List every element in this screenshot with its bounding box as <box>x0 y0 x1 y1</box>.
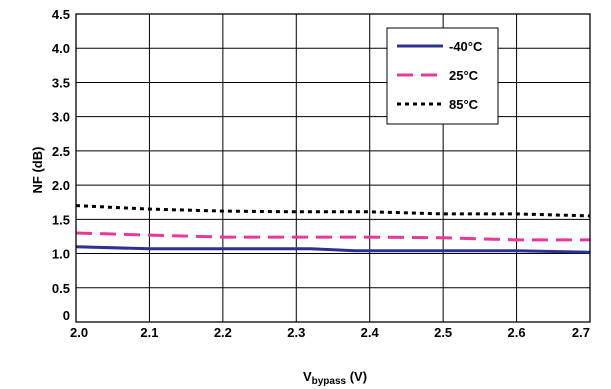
y-tick-label: 3.5 <box>52 75 70 90</box>
x-tick-label: 2.4 <box>361 325 380 340</box>
legend-label-0: -40°C <box>449 39 483 54</box>
x-tick-label: 2.6 <box>508 325 526 340</box>
y-tick-label: 2.0 <box>52 178 70 193</box>
series-line-1 <box>75 231 590 242</box>
x-tick-label: 2.2 <box>214 325 232 340</box>
y-tick-label: 4.0 <box>52 41 70 56</box>
y-tick-label: 0 <box>63 308 70 323</box>
series-line-2 <box>75 204 591 218</box>
x-tick-label: 2.5 <box>434 325 452 340</box>
y-tick-label: 3.0 <box>52 110 70 125</box>
x-axis-label-suffix: (V) <box>346 369 367 384</box>
y-tick-label: 1.0 <box>52 247 70 262</box>
grid <box>76 14 590 322</box>
y-tick-label: 2.5 <box>52 144 70 159</box>
y-tick-label: 4.5 <box>52 7 70 22</box>
x-tick-labels: 2.0 2.1 2.2 2.3 2.4 2.5 2.6 2.7 <box>70 325 590 340</box>
series-layer <box>75 204 591 254</box>
y-tick-labels: 0 0.5 1.0 1.5 2.0 2.5 3.0 3.5 4.0 4.5 <box>52 7 70 323</box>
legend-label-2: 85°C <box>449 97 479 112</box>
y-tick-label: 1.5 <box>52 212 70 227</box>
series-line-0 <box>75 245 591 254</box>
x-tick-label: 2.0 <box>70 325 88 340</box>
x-tick-label: 2.1 <box>140 325 158 340</box>
y-axis-label: NF (dB) <box>30 147 45 194</box>
y-tick-label: 0.5 <box>52 281 70 296</box>
x-tick-label: 2.3 <box>287 325 305 340</box>
legend: -40°C 25°C 85°C <box>386 27 499 125</box>
legend-label-1: 25°C <box>449 68 479 83</box>
x-tick-label: 2.7 <box>572 325 590 340</box>
plot-frame <box>75 13 591 323</box>
x-axis-label-main: V <box>303 369 312 384</box>
x-axis-label-subscript: bypass <box>312 376 347 387</box>
x-axis-label: Vbypass (V) <box>303 369 367 387</box>
